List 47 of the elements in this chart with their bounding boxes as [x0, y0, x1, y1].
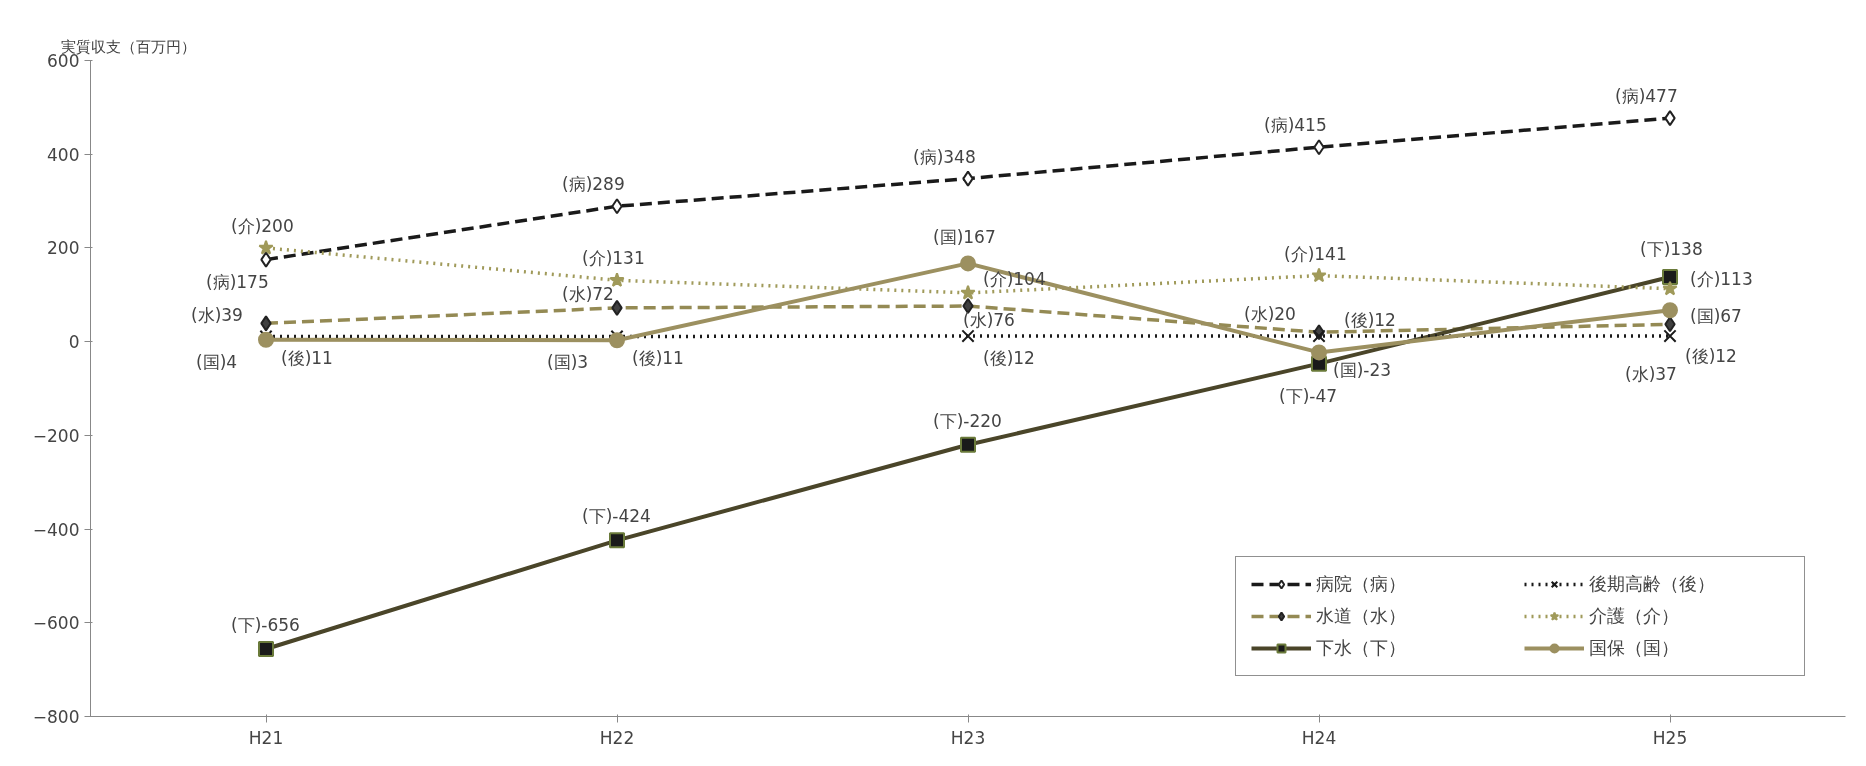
data-label: (介)113 — [1690, 268, 1753, 289]
data-label: (介)141 — [1284, 243, 1347, 264]
data-label: (下)-424 — [582, 506, 651, 527]
data-label: (水)39 — [191, 305, 243, 326]
x-tick-label: H24 — [1301, 727, 1337, 748]
data-label: (下)-220 — [933, 410, 1002, 431]
data-label: (病)289 — [562, 174, 625, 195]
data-label: (水)20 — [1244, 304, 1296, 325]
data-label: (後)11 — [632, 348, 684, 369]
data-label: (病)415 — [1264, 115, 1327, 136]
data-label: (国)-23 — [1333, 360, 1392, 381]
data-label: (水)72 — [562, 283, 614, 304]
data-label: (下)-656 — [231, 615, 300, 636]
y-tick-label: 0 — [68, 332, 80, 353]
x-tick-label: H21 — [248, 727, 284, 748]
data-label: (国)67 — [1690, 306, 1742, 327]
data-label: (後)12 — [983, 348, 1035, 369]
data-label: (国)3 — [547, 352, 589, 373]
data-label: (下)-47 — [1279, 385, 1338, 406]
y-tick-label: −800 — [32, 707, 80, 727]
y-tick-label: 200 — [47, 238, 80, 259]
x-tick-label: H22 — [599, 727, 635, 748]
x-tick-label: H25 — [1652, 727, 1688, 748]
legend-label: 介護（介） — [1589, 604, 1680, 628]
data-label: (介)131 — [582, 248, 645, 269]
data-label: (介)200 — [231, 215, 294, 236]
data-label: (病)348 — [913, 146, 976, 167]
data-label: (病)477 — [1615, 86, 1678, 107]
data-label: (国)167 — [933, 227, 996, 248]
legend-label: 後期高齢（後） — [1589, 572, 1716, 596]
x-tick-label: H23 — [950, 727, 986, 748]
data-label: (下)138 — [1640, 238, 1703, 259]
legend-label: 下水（下） — [1316, 636, 1407, 660]
y-tick-label: −400 — [32, 519, 80, 540]
data-label: (後)12 — [1685, 346, 1737, 367]
data-label: (後)12 — [1344, 310, 1396, 331]
legend-label: 病院（病） — [1316, 572, 1407, 596]
data-label: (水)37 — [1625, 364, 1677, 385]
data-label: (後)11 — [281, 348, 333, 369]
data-label: (水)76 — [963, 310, 1015, 331]
legend-label: 水道（水） — [1316, 604, 1407, 628]
y-tick-label: −200 — [32, 425, 80, 446]
legend-label: 国保（国） — [1589, 636, 1680, 660]
y-tick-label: −600 — [32, 613, 80, 634]
data-label: (病)175 — [206, 271, 269, 292]
data-label: (国)4 — [196, 351, 238, 372]
y-tick-label: 400 — [47, 144, 80, 165]
